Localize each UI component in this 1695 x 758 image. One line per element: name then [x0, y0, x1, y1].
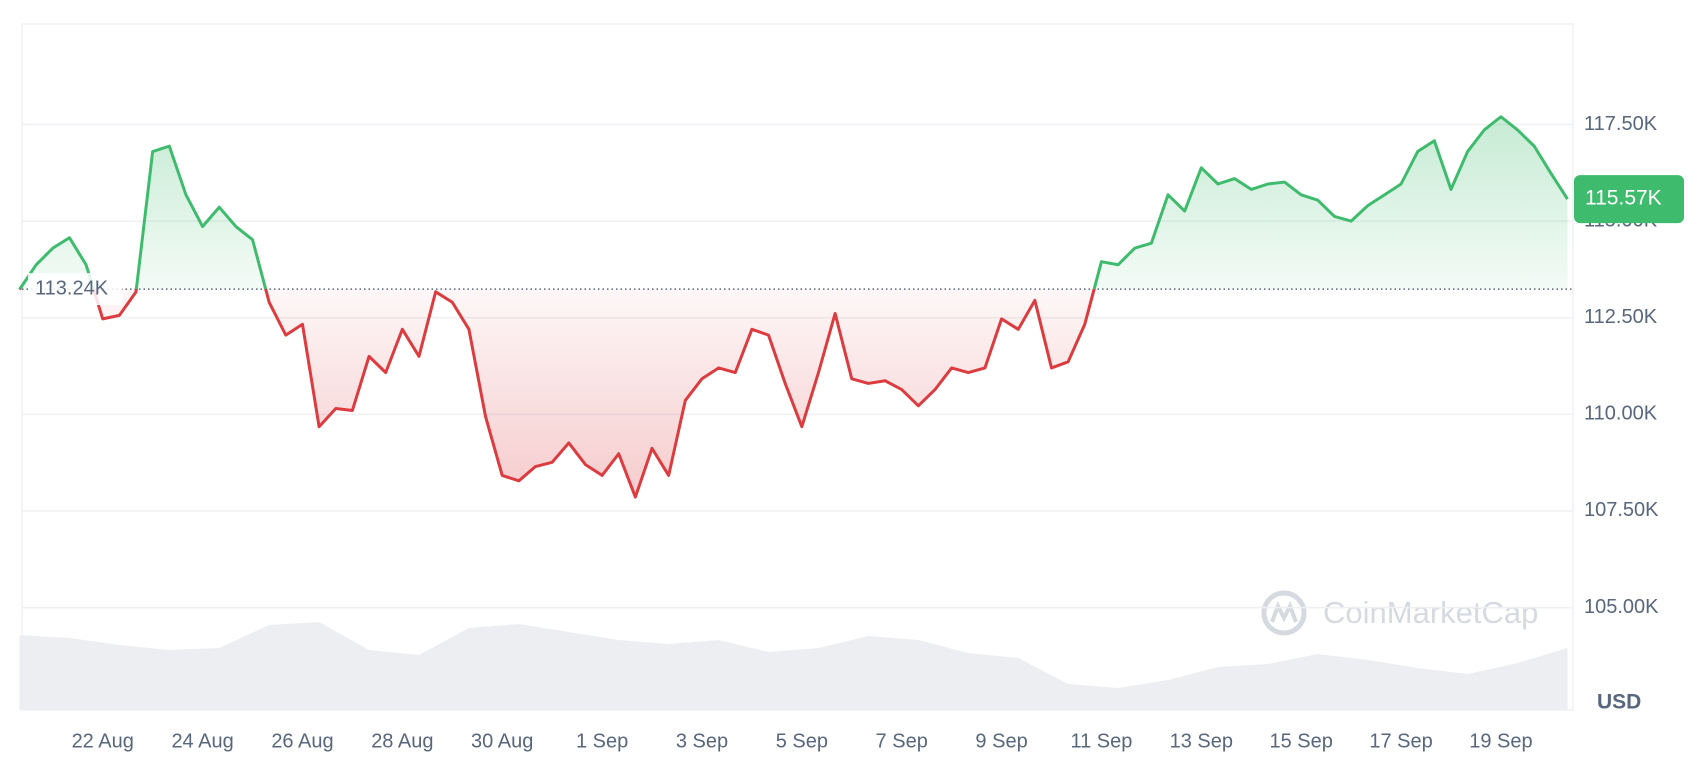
- x-tick-label: 9 Sep: [975, 730, 1027, 752]
- x-tick-label: 3 Sep: [676, 730, 728, 752]
- price-badge-label: 115.57K: [1585, 187, 1662, 210]
- price-line: [18, 115, 1569, 499]
- baseline-label: 113.24K: [35, 277, 109, 299]
- price-badge: [1574, 175, 1684, 224]
- y-tick-label: 110.00K: [1584, 403, 1658, 425]
- x-tick-label: 30 Aug: [471, 730, 533, 752]
- x-tick-label: 13 Sep: [1170, 730, 1233, 752]
- price-area: [19, 116, 1568, 498]
- x-tick-label: 11 Sep: [1070, 730, 1132, 752]
- x-tick-label: 26 Aug: [271, 730, 333, 752]
- x-tick-label: 7 Sep: [876, 730, 928, 752]
- watermark-logo: [1261, 590, 1307, 636]
- watermark: CoinMarketCap: [1261, 590, 1538, 636]
- watermark-text: CoinMarketCap: [1323, 595, 1538, 630]
- y-tick-label: 112.50K: [1584, 306, 1658, 328]
- x-tick-label: 17 Sep: [1369, 730, 1432, 752]
- y-tick-label: 117.50K: [1584, 113, 1658, 135]
- x-tick-label: 15 Sep: [1269, 730, 1332, 752]
- x-tick-label: 22 Aug: [72, 730, 134, 752]
- volume-area: [19, 622, 1568, 710]
- y-tick-label: 107.50K: [1584, 499, 1659, 521]
- watermark-logo: [1270, 601, 1298, 623]
- x-tick-label: 5 Sep: [776, 730, 828, 752]
- baseline-label-bg: [28, 273, 122, 306]
- x-tick-label: 19 Sep: [1469, 730, 1532, 752]
- y-tick-label: 105.00K: [1584, 596, 1659, 618]
- x-tick-label: 1 Sep: [576, 730, 628, 752]
- x-tick-label: 24 Aug: [171, 730, 233, 752]
- currency-label: USD: [1597, 691, 1641, 714]
- x-tick-label: 28 Aug: [371, 730, 433, 752]
